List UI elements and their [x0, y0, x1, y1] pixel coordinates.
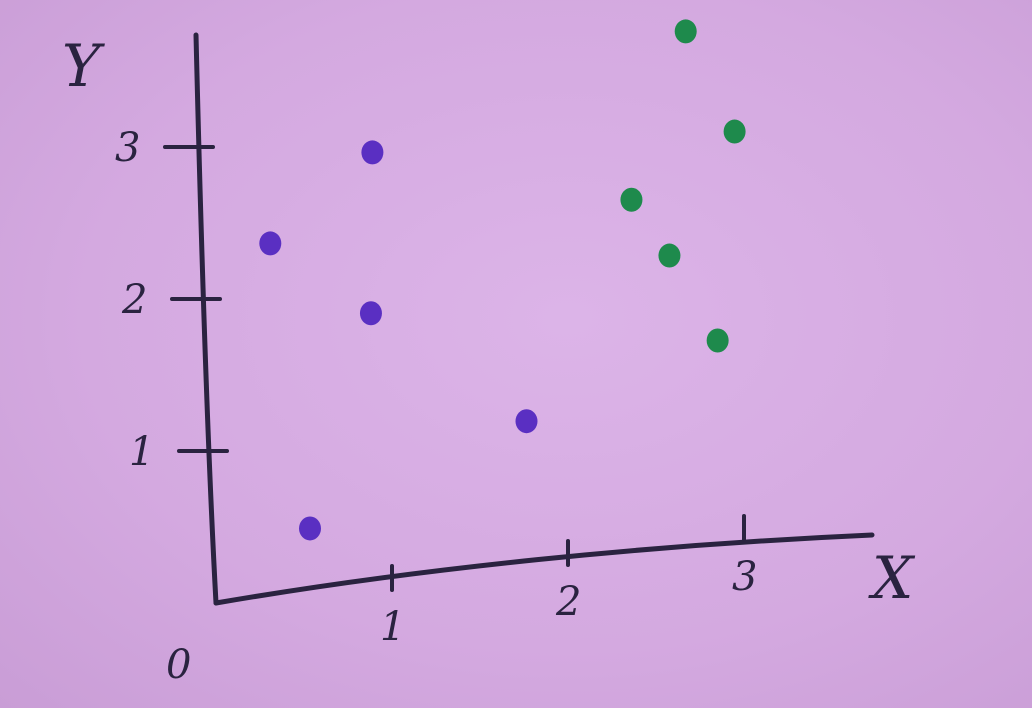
- y-tick-label: 2: [121, 277, 147, 323]
- data-point: [515, 409, 538, 434]
- data-point: [620, 187, 643, 212]
- data-point: [706, 328, 729, 353]
- data-point: [674, 19, 697, 44]
- origin-label: 0: [166, 642, 191, 688]
- y-tick-label: 3: [115, 125, 140, 171]
- data-point: [361, 140, 384, 165]
- y-tick-label: 1: [129, 429, 154, 475]
- data-point: [658, 243, 681, 268]
- y-axis-label: Y: [62, 32, 105, 100]
- y-axis: [193, 32, 219, 606]
- x-tick-label: 3: [732, 554, 757, 600]
- x-axis-label: X: [868, 544, 916, 612]
- data-point: [723, 119, 746, 144]
- x-tick-label: 2: [555, 579, 581, 625]
- axis-ticks: 1 2 3 1 2 3: [115, 125, 757, 650]
- data-point: [259, 231, 282, 256]
- data-point: [299, 516, 321, 541]
- series-2: [620, 19, 746, 353]
- data-point: [359, 301, 382, 326]
- x-tick-label: 1: [380, 604, 405, 650]
- data-points: [259, 19, 746, 541]
- series-1: [259, 140, 538, 541]
- x-axis: [213, 532, 875, 606]
